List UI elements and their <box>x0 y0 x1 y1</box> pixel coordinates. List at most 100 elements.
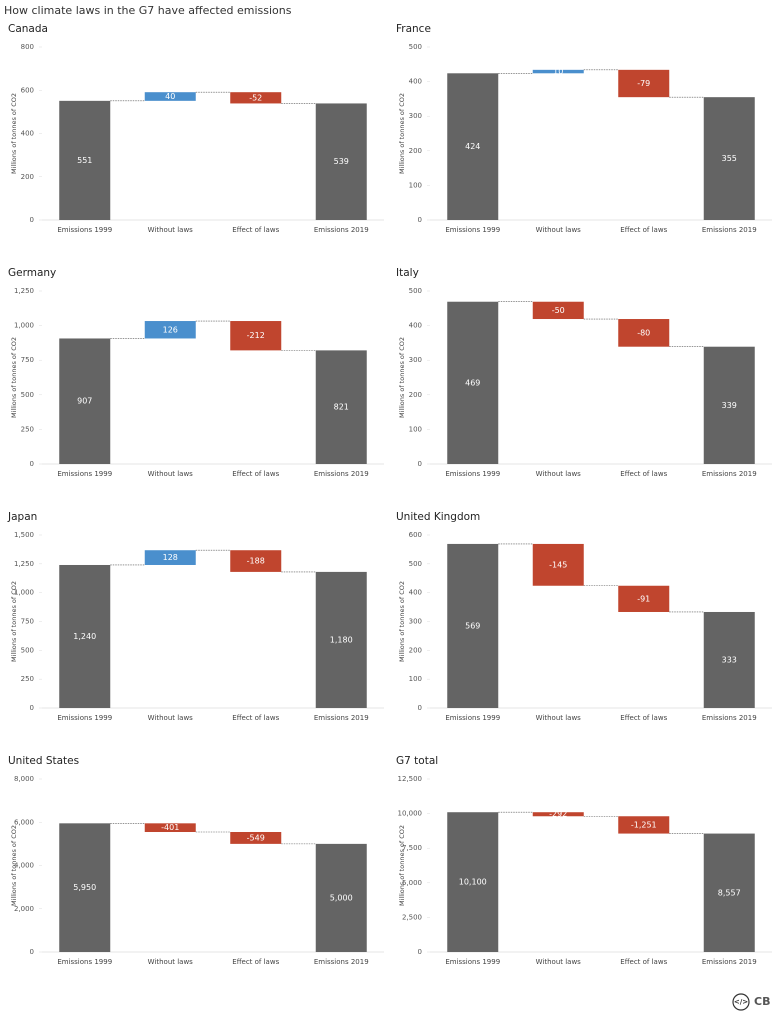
bar <box>618 69 670 98</box>
y-tick-label: 1,250 <box>14 287 34 295</box>
panel-title: United States <box>8 755 79 767</box>
y-tick-label: 1,000 <box>14 589 34 597</box>
value-label: -292 <box>549 810 567 819</box>
x-tick-label: Without laws <box>536 714 582 722</box>
y-axis-label: Millions of tonnes of CO2 <box>10 337 18 418</box>
y-tick-label: 400 <box>409 78 422 86</box>
value-label: 5,950 <box>73 883 96 892</box>
panel-title: Japan <box>7 511 37 523</box>
bar <box>447 543 499 708</box>
x-tick-label: Emissions 1999 <box>57 958 112 966</box>
y-tick-label: 6,000 <box>14 818 34 826</box>
value-label: -50 <box>552 306 565 315</box>
value-label: 10,100 <box>459 878 487 887</box>
value-label: -549 <box>247 833 265 842</box>
bar <box>703 346 755 464</box>
logo: </> CB <box>732 993 770 1011</box>
y-tick-label: 400 <box>409 322 422 330</box>
panel: United Kingdom Millions of tonnes of CO2 0… <box>396 511 772 722</box>
value-label: -80 <box>637 328 650 337</box>
bar <box>144 321 196 339</box>
y-tick-label: 0 <box>30 460 34 468</box>
y-tick-label: 200 <box>409 147 422 155</box>
x-tick-label: Effect of laws <box>620 226 667 234</box>
x-tick-label: Effect of laws <box>620 714 667 722</box>
value-label: 469 <box>465 378 480 387</box>
y-tick-label: 1,000 <box>14 322 34 330</box>
x-tick-label: Emissions 1999 <box>57 470 112 478</box>
x-tick-label: Without laws <box>148 958 194 966</box>
x-tick-label: Emissions 2019 <box>314 714 369 722</box>
y-tick-label: 100 <box>409 425 422 433</box>
bar <box>532 69 584 74</box>
value-label: -1,251 <box>631 820 657 829</box>
value-label: 821 <box>334 403 349 412</box>
y-tick-label: 500 <box>21 391 34 399</box>
x-tick-label: Effect of laws <box>620 470 667 478</box>
y-tick-label: 200 <box>21 173 34 181</box>
y-tick-label: 300 <box>409 112 422 120</box>
value-label: 569 <box>465 621 480 630</box>
y-tick-label: 0 <box>30 948 34 956</box>
x-tick-label: Effect of laws <box>620 958 667 966</box>
value-label: 333 <box>722 655 737 664</box>
y-tick-label: 600 <box>21 86 34 94</box>
bar <box>315 843 367 952</box>
y-tick-label: 300 <box>409 356 422 364</box>
x-tick-label: Emissions 2019 <box>702 470 757 478</box>
y-tick-label: 0 <box>30 704 34 712</box>
bar <box>59 338 111 464</box>
y-tick-label: 1,500 <box>14 531 34 539</box>
x-tick-label: Without laws <box>536 470 582 478</box>
bar <box>230 832 282 844</box>
x-tick-label: Without laws <box>536 226 582 234</box>
value-label: 339 <box>722 401 737 410</box>
y-tick-label: 100 <box>409 675 422 683</box>
bar <box>618 816 670 834</box>
y-tick-label: 8,000 <box>14 775 34 783</box>
value-label: 424 <box>465 142 480 151</box>
panel: Italy Millions of tonnes of CO2 0 100 200 300… <box>396 267 772 478</box>
y-tick-label: 250 <box>21 675 34 683</box>
bar <box>144 92 196 101</box>
bar <box>230 550 282 572</box>
panel-title: United Kingdom <box>396 511 480 523</box>
y-tick-label: 0 <box>418 948 422 956</box>
y-tick-label: 100 <box>409 181 422 189</box>
bar <box>532 812 584 817</box>
y-axis-label: Millions of tonnes of CO2 <box>10 93 18 174</box>
y-axis-label: Millions of tonnes of CO2 <box>398 581 406 662</box>
value-label: 1,240 <box>73 632 96 641</box>
bar <box>315 103 367 220</box>
x-tick-label: Emissions 2019 <box>702 226 757 234</box>
y-tick-label: 750 <box>21 356 34 364</box>
bar <box>447 301 499 464</box>
y-tick-label: 800 <box>21 43 34 51</box>
panel: G7 total Millions of tonnes of CO2 0 2,500 5… <box>396 755 772 966</box>
panel-title: Italy <box>396 267 419 279</box>
bar <box>447 812 499 952</box>
x-tick-label: Effect of laws <box>232 714 279 722</box>
x-tick-label: Without laws <box>148 714 194 722</box>
panel: Canada Millions of tonnes of CO2 0 200 400 60… <box>8 23 384 234</box>
y-tick-label: 600 <box>409 531 422 539</box>
value-label: -79 <box>637 79 650 88</box>
y-tick-label: 500 <box>409 43 422 51</box>
value-label: 8,557 <box>718 888 741 897</box>
value-label: 128 <box>163 553 178 562</box>
y-tick-label: 500 <box>409 287 422 295</box>
value-label: -52 <box>249 93 262 102</box>
y-tick-label: 500 <box>21 646 34 654</box>
bar <box>618 319 670 347</box>
y-tick-label: 750 <box>21 618 34 626</box>
panel: Japan Millions of tonnes of CO2 0 250 500 750… <box>7 511 384 722</box>
bar <box>144 823 196 833</box>
y-tick-label: 4,000 <box>14 862 34 870</box>
x-tick-label: Emissions 2019 <box>702 714 757 722</box>
panel: Germany Millions of tonnes of CO2 0 250 500 7… <box>8 267 384 478</box>
bar <box>532 543 584 586</box>
x-tick-label: Without laws <box>148 226 194 234</box>
panel-title: Canada <box>8 23 48 35</box>
bar <box>315 350 367 464</box>
